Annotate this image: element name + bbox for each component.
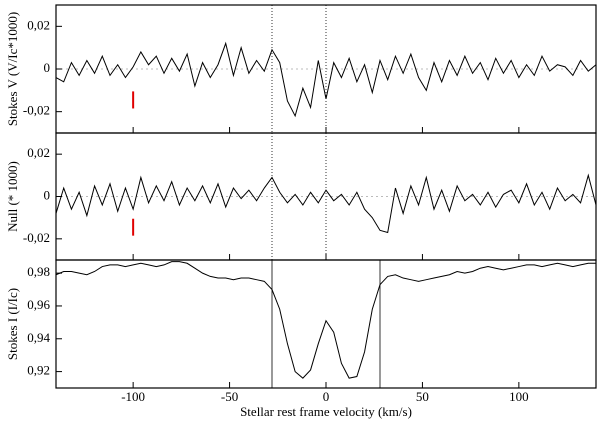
data-line (55, 41, 597, 118)
x-tick-label: -50 (221, 389, 238, 404)
y-axis-label: Stokes V (V/Ic*1000) (5, 12, 20, 126)
x-tick-label: 100 (509, 389, 529, 404)
y-tick-label: 0,96 (27, 297, 50, 312)
x-axis-label: Stellar rest frame velocity (km/s) (240, 404, 412, 419)
y-tick-label: -0,02 (23, 103, 50, 118)
y-axis-label: Stokes I (I/Ic) (5, 288, 20, 360)
y-tick-label: -0,02 (23, 230, 50, 245)
y-tick-label: 0,02 (27, 145, 50, 160)
data-line (55, 173, 597, 234)
y-tick-label: 0 (44, 187, 51, 202)
y-tick-label: 0,94 (27, 330, 50, 345)
x-tick-label: 0 (323, 389, 330, 404)
x-tick-label: 50 (416, 389, 429, 404)
panel-frame (55, 259, 597, 389)
y-axis-label: Null (* 1000) (5, 161, 20, 232)
x-tick-label: -100 (121, 389, 145, 404)
y-tick-label: 0,02 (27, 17, 50, 32)
data-line (55, 261, 596, 379)
y-tick-label: 0,98 (27, 264, 50, 279)
y-tick-label: 0,92 (27, 363, 50, 378)
y-tick-label: 0 (44, 60, 51, 75)
